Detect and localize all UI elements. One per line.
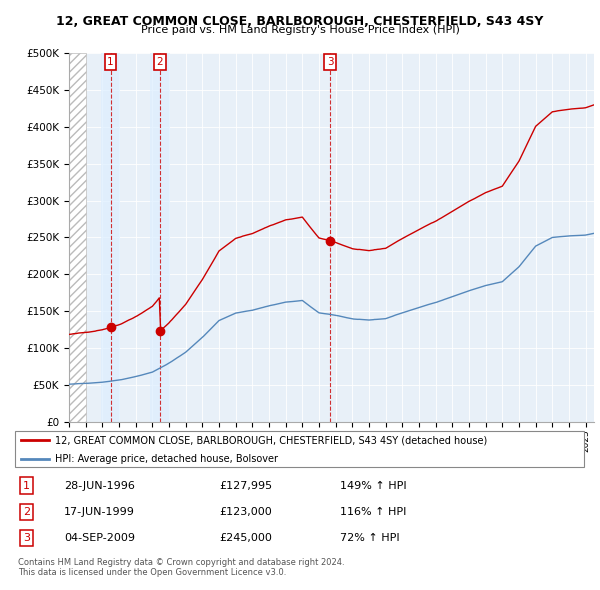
Text: 2: 2	[157, 57, 163, 67]
Bar	[69, 53, 86, 422]
Text: 149% ↑ HPI: 149% ↑ HPI	[340, 480, 407, 490]
Text: 3: 3	[327, 57, 334, 67]
Text: 1: 1	[107, 57, 114, 67]
Text: 17-JUN-1999: 17-JUN-1999	[64, 507, 135, 517]
Text: £245,000: £245,000	[220, 533, 272, 543]
Text: 28-JUN-1996: 28-JUN-1996	[64, 480, 135, 490]
Text: £127,995: £127,995	[220, 480, 272, 490]
Bar	[101, 53, 121, 422]
Text: 116% ↑ HPI: 116% ↑ HPI	[340, 507, 407, 517]
Text: This data is licensed under the Open Government Licence v3.0.: This data is licensed under the Open Gov…	[18, 568, 286, 576]
Bar	[150, 53, 170, 422]
Text: 2: 2	[23, 507, 30, 517]
Text: 1: 1	[23, 480, 30, 490]
Text: 04-SEP-2009: 04-SEP-2009	[64, 533, 135, 543]
FancyBboxPatch shape	[15, 431, 584, 467]
Text: Contains HM Land Registry data © Crown copyright and database right 2024.: Contains HM Land Registry data © Crown c…	[18, 558, 344, 566]
Text: 12, GREAT COMMON CLOSE, BARLBOROUGH, CHESTERFIELD, S43 4SY: 12, GREAT COMMON CLOSE, BARLBOROUGH, CHE…	[56, 15, 544, 28]
Text: 12, GREAT COMMON CLOSE, BARLBOROUGH, CHESTERFIELD, S43 4SY (detached house): 12, GREAT COMMON CLOSE, BARLBOROUGH, CHE…	[55, 435, 487, 445]
Text: 72% ↑ HPI: 72% ↑ HPI	[340, 533, 400, 543]
Text: £123,000: £123,000	[220, 507, 272, 517]
Text: Price paid vs. HM Land Registry's House Price Index (HPI): Price paid vs. HM Land Registry's House …	[140, 25, 460, 35]
Text: HPI: Average price, detached house, Bolsover: HPI: Average price, detached house, Bols…	[55, 454, 278, 464]
Text: 3: 3	[23, 533, 30, 543]
